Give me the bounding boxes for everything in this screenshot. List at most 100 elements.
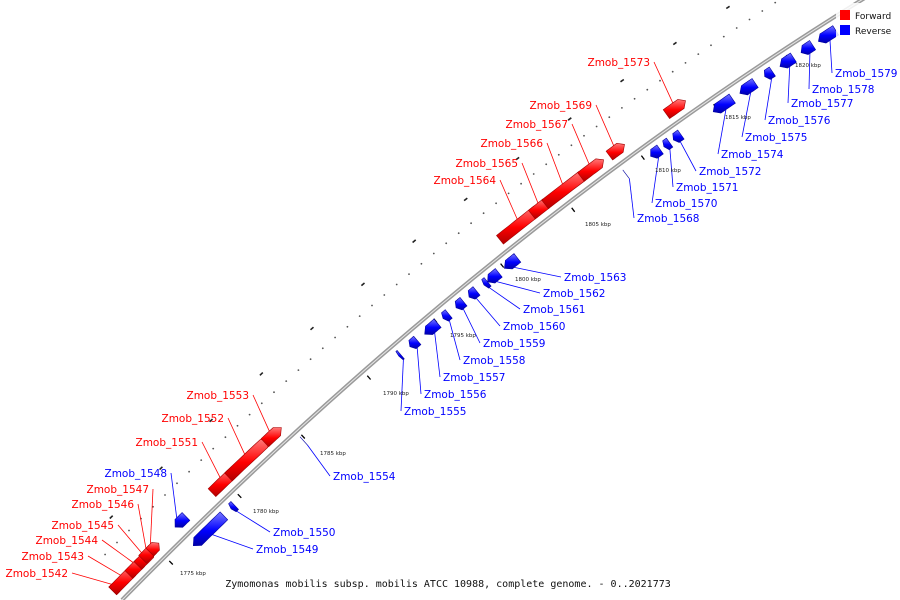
gene-label-zmob-1552[interactable]: Zmob_1552: [162, 413, 224, 425]
gene-label-zmob-1577[interactable]: Zmob_1577: [791, 98, 853, 110]
gene-label-zmob-1557[interactable]: Zmob_1557: [443, 372, 505, 384]
guide-mark: [109, 515, 114, 520]
gene-label-zmob-1543[interactable]: Zmob_1543: [22, 551, 84, 563]
leader-line: [117, 524, 143, 554]
gene-arrow-zmob-1567[interactable]: [577, 158, 604, 182]
guide-dot: [735, 27, 738, 29]
gene-arrow-zmob-1563[interactable]: [504, 253, 522, 270]
guide-dot: [646, 88, 649, 91]
guide-dot: [671, 70, 674, 73]
gene-arrow-zmob-1577[interactable]: [779, 52, 797, 69]
guide-dot: [164, 494, 166, 496]
tick-label: 1775 kbp: [180, 571, 206, 577]
gene-arrow-zmob-1579[interactable]: [818, 25, 840, 44]
gene-arrow-zmob-1571[interactable]: [662, 137, 674, 151]
gene-label-zmob-1569[interactable]: Zmob_1569: [530, 100, 592, 112]
gene-label-zmob-1562[interactable]: Zmob_1562: [543, 288, 605, 300]
gene-label-zmob-1560[interactable]: Zmob_1560: [503, 321, 565, 333]
tick-mark: [500, 263, 505, 268]
gene-label-zmob-1568[interactable]: Zmob_1568: [637, 213, 699, 225]
guide-dot: [321, 347, 324, 350]
leader-line: [87, 555, 121, 576]
gene-label-zmob-1570[interactable]: Zmob_1570: [655, 198, 717, 210]
gene-label-zmob-1548[interactable]: Zmob_1548: [105, 468, 167, 480]
tick-label: 1795 kbp: [450, 333, 476, 339]
gene-arrow-zmob-1554[interactable]: [299, 436, 308, 446]
legend: Forward Reverse: [836, 3, 900, 39]
leader-line: [475, 298, 501, 327]
gene-label-zmob-1565[interactable]: Zmob_1565: [456, 158, 518, 170]
guide-mark: [360, 282, 366, 287]
gene-arrow-zmob-1573[interactable]: [662, 99, 686, 120]
tick-label: 1820 kbp: [795, 63, 821, 69]
gene-arrow-zmob-1562[interactable]: [487, 268, 503, 284]
gene-arrow-zmob-1559[interactable]: [454, 296, 468, 311]
gene-label-zmob-1544[interactable]: Zmob_1544: [36, 535, 99, 547]
gene-label-zmob-1559[interactable]: Zmob_1559: [483, 338, 545, 350]
gene-label-zmob-1573[interactable]: Zmob_1573: [588, 57, 650, 69]
gene-arrow-zmob-1556[interactable]: [408, 335, 422, 350]
gene-label-zmob-1547[interactable]: Zmob_1547: [87, 484, 149, 496]
tick-label: 1785 kbp: [320, 451, 346, 457]
gene-label-zmob-1576[interactable]: Zmob_1576: [768, 115, 831, 127]
gene-arrow-zmob-1549[interactable]: [192, 511, 229, 547]
gene-label-zmob-1558[interactable]: Zmob_1558: [463, 355, 525, 367]
gene-label-zmob-1556[interactable]: Zmob_1556: [424, 389, 487, 401]
gene-arrow-zmob-1550[interactable]: [228, 501, 239, 513]
gene-label-zmob-1550[interactable]: Zmob_1550: [273, 527, 335, 539]
guide-dot: [557, 153, 560, 156]
gene-label-zmob-1546[interactable]: Zmob_1546: [72, 499, 135, 511]
gene-arrow-zmob-1552[interactable]: [224, 438, 269, 482]
tick-marks: [168, 54, 790, 565]
gene-arrow-zmob-1574[interactable]: [712, 93, 736, 114]
guide-dot: [445, 242, 448, 245]
gene-arrow-zmob-1569[interactable]: [605, 142, 625, 161]
gene-labels: Zmob_1542 Zmob_1543 Zmob_1544 Zmob_1545 Zmob…: [6, 57, 898, 580]
gene-arrow-zmob-1568[interactable]: [622, 169, 630, 179]
gene-label-zmob-1551[interactable]: Zmob_1551: [136, 437, 198, 449]
leader-line: [808, 53, 811, 90]
gene-label-zmob-1554[interactable]: Zmob_1554: [333, 471, 396, 483]
gene-arrow-zmob-1566[interactable]: [541, 171, 587, 210]
gene-label-zmob-1563[interactable]: Zmob_1563: [564, 272, 626, 284]
tick-label: 1800 kbp: [515, 277, 541, 283]
gene-arrow-zmob-1575[interactable]: [739, 78, 759, 96]
guide-dot: [774, 1, 777, 4]
gene-label-zmob-1553[interactable]: Zmob_1553: [187, 390, 249, 402]
gene-arrow-zmob-1572[interactable]: [672, 129, 685, 143]
gene-arrow-zmob-1553[interactable]: [260, 427, 282, 448]
gene-label-zmob-1572[interactable]: Zmob_1572: [699, 166, 761, 178]
guide-dot: [224, 436, 227, 439]
gene-arrow-zmob-1560[interactable]: [467, 286, 481, 300]
gene-arrow-zmob-1548[interactable]: [174, 512, 191, 528]
guide-dot: [260, 402, 263, 405]
guide-mark: [725, 5, 731, 10]
gene-label-zmob-1567[interactable]: Zmob_1567: [506, 119, 568, 131]
gene-label-zmob-1549[interactable]: Zmob_1549: [256, 544, 318, 556]
gene-label-zmob-1574[interactable]: Zmob_1574: [721, 149, 784, 161]
gene-label-zmob-1555[interactable]: Zmob_1555: [404, 406, 466, 418]
guide-dot: [408, 273, 410, 275]
gene-label-zmob-1564[interactable]: Zmob_1564: [434, 175, 497, 187]
gene-arrow-zmob-1578[interactable]: [800, 40, 817, 55]
gene-arrow-zmob-1555[interactable]: [395, 350, 405, 361]
gene-label-zmob-1575[interactable]: Zmob_1575: [745, 132, 807, 144]
gene-label-zmob-1571[interactable]: Zmob_1571: [676, 182, 738, 194]
gene-label-zmob-1579[interactable]: Zmob_1579: [835, 68, 897, 80]
gene-label-zmob-1578[interactable]: Zmob_1578: [812, 84, 874, 96]
gene-label-zmob-1566[interactable]: Zmob_1566: [481, 138, 544, 150]
gene-label-zmob-1542[interactable]: Zmob_1542: [6, 568, 68, 580]
gene-label-zmob-1561[interactable]: Zmob_1561: [523, 304, 585, 316]
gene-arrow-zmob-1547[interactable]: [145, 542, 160, 557]
gene-arrow-zmob-1570[interactable]: [650, 144, 664, 159]
leader-line: [71, 572, 112, 585]
gene-label-zmob-1545[interactable]: Zmob_1545: [52, 520, 114, 532]
guide-dot: [710, 44, 712, 47]
gene-arrow-zmob-1576[interactable]: [763, 66, 776, 80]
guide-dot: [608, 116, 611, 119]
gene-arrow-zmob-1558[interactable]: [441, 309, 453, 322]
leader-line: [679, 141, 697, 172]
guide-dot: [248, 413, 251, 416]
tick-mark: [366, 375, 372, 380]
gene-arrow-zmob-1557[interactable]: [424, 318, 442, 335]
